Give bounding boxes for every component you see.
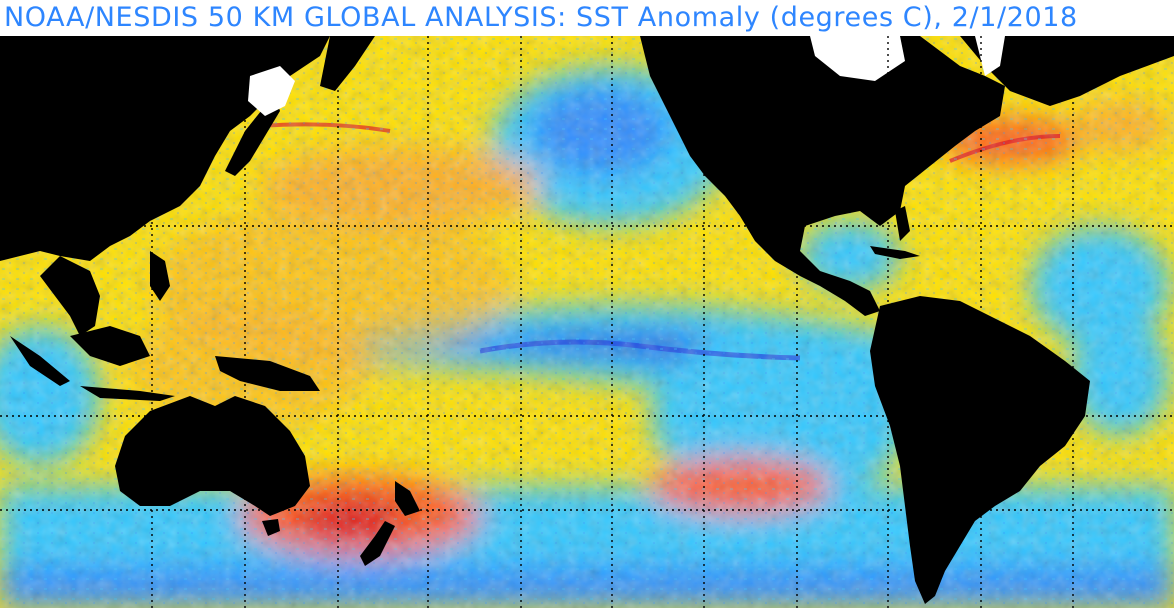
new-zealand-landmass [360, 481, 420, 566]
indonesia-landmass [10, 326, 175, 401]
south-america-landmass [870, 296, 1090, 604]
map-title: NOAA/NESDIS 50 KM GLOBAL ANALYSIS: SST A… [4, 2, 1078, 33]
kamchatka-landmass [320, 36, 375, 91]
southeast-asia-landmass [40, 256, 100, 336]
greenland-landmass [960, 36, 1174, 106]
asia-landmass [0, 36, 330, 261]
australia-landmass [115, 396, 310, 516]
arctic-ice-north-america [810, 36, 905, 81]
tasmania-landmass [262, 519, 280, 536]
caribbean-landmass [870, 206, 920, 259]
labrador-ice [975, 36, 1005, 76]
graticule [0, 36, 1174, 608]
new-guinea-landmass [215, 356, 320, 391]
philippines-landmass [150, 251, 170, 301]
okhotsk-ice [248, 66, 295, 116]
sea-ice [248, 36, 1005, 116]
japan-landmass [225, 96, 280, 176]
sst-anomaly-map [0, 36, 1174, 608]
sst-map-svg [0, 36, 1174, 608]
land-masses [0, 36, 1174, 604]
map-title-bar: NOAA/NESDIS 50 KM GLOBAL ANALYSIS: SST A… [0, 0, 1174, 36]
north-america-landmass [640, 36, 1005, 316]
